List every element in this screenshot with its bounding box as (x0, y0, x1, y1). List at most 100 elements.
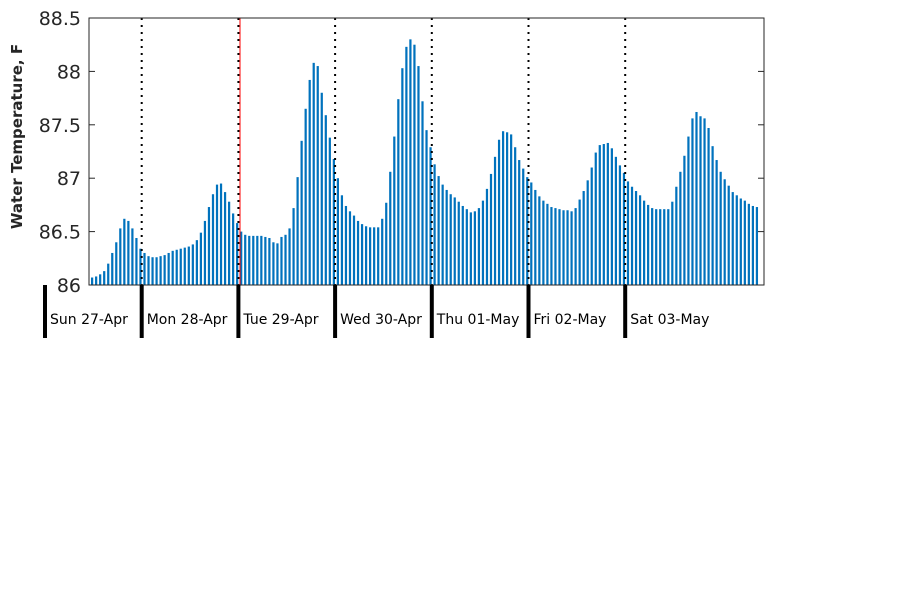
bar (135, 238, 138, 285)
bar (191, 244, 194, 285)
bar (683, 155, 686, 285)
bar (385, 202, 388, 285)
day-label: Wed 30-Apr (340, 312, 422, 328)
bar (530, 182, 533, 285)
bar (473, 211, 476, 285)
bar (155, 257, 158, 285)
bar (485, 188, 489, 285)
bar (465, 209, 468, 285)
bar (377, 227, 380, 285)
bar (626, 181, 630, 285)
bar (344, 205, 348, 285)
day-label: Mon 28-Apr (147, 312, 228, 328)
bar (550, 207, 553, 285)
day-label: Thu 01-May (436, 312, 520, 328)
bar (643, 200, 646, 285)
bar (312, 62, 315, 285)
bar (699, 116, 702, 285)
bar (207, 207, 211, 285)
bar (187, 246, 190, 285)
bar (332, 158, 335, 285)
bar (606, 142, 609, 285)
bar (449, 194, 452, 285)
bar (582, 191, 585, 285)
y-tick-label: 86 (57, 275, 81, 297)
bar (675, 186, 678, 285)
bar (232, 213, 235, 285)
bar (739, 198, 742, 285)
y-axis: 86 86.5 87 87.5 88 88.5 (39, 8, 764, 297)
bar (127, 220, 130, 285)
bar (594, 152, 597, 285)
bar (248, 235, 251, 285)
bar (244, 234, 247, 285)
bar (167, 252, 170, 285)
y-tick-label: 88.5 (39, 8, 81, 30)
bar (570, 211, 573, 285)
bar (417, 66, 420, 285)
bar (151, 257, 154, 285)
bar (292, 208, 295, 285)
bar (409, 39, 412, 285)
bar (743, 200, 746, 285)
bar (518, 160, 521, 285)
bar (610, 148, 613, 285)
bar (219, 183, 223, 285)
day-axis: Sun 27-Apr Mon 28-Apr Tue 29-Apr Wed 30-Apr… (43, 285, 709, 338)
bar-series (91, 39, 759, 286)
bar (260, 235, 263, 285)
bar (663, 209, 666, 285)
bar (131, 228, 134, 285)
bar (651, 208, 654, 285)
bar (731, 192, 734, 285)
bar (493, 156, 497, 285)
bar (183, 247, 186, 285)
bar (296, 177, 299, 285)
bar (634, 191, 638, 285)
bar (336, 178, 339, 285)
bar (703, 118, 706, 285)
bar (691, 118, 694, 285)
bar (679, 171, 682, 285)
bar (199, 232, 203, 285)
bar (522, 168, 525, 285)
bar (320, 92, 323, 285)
bar (179, 248, 182, 285)
bar (147, 256, 150, 285)
bar (397, 99, 400, 285)
bar (348, 211, 352, 285)
bar (433, 164, 436, 285)
bar (340, 195, 344, 285)
bar (655, 209, 658, 285)
bar (429, 147, 432, 285)
bar (719, 171, 722, 285)
bar (578, 199, 581, 285)
bar (123, 218, 126, 285)
y-tick-label: 86.5 (39, 222, 81, 244)
bar (99, 274, 102, 285)
bar (546, 203, 549, 285)
bar (381, 218, 384, 285)
bar (223, 192, 227, 285)
bar (304, 108, 307, 285)
bar (562, 210, 565, 285)
bar (723, 179, 726, 285)
bar (364, 226, 368, 285)
y-tick-label: 87 (57, 168, 81, 190)
bar (203, 220, 207, 285)
bar (195, 240, 198, 285)
bar (687, 136, 690, 285)
bar (715, 160, 718, 285)
bar (574, 208, 577, 285)
day-label: Tue 29-Apr (242, 312, 318, 328)
bar (638, 195, 642, 285)
bar (264, 236, 267, 285)
bar (272, 242, 275, 285)
bar (236, 223, 239, 285)
bar (171, 250, 174, 285)
bar (143, 252, 146, 285)
bar (538, 196, 541, 285)
bar (534, 189, 537, 285)
